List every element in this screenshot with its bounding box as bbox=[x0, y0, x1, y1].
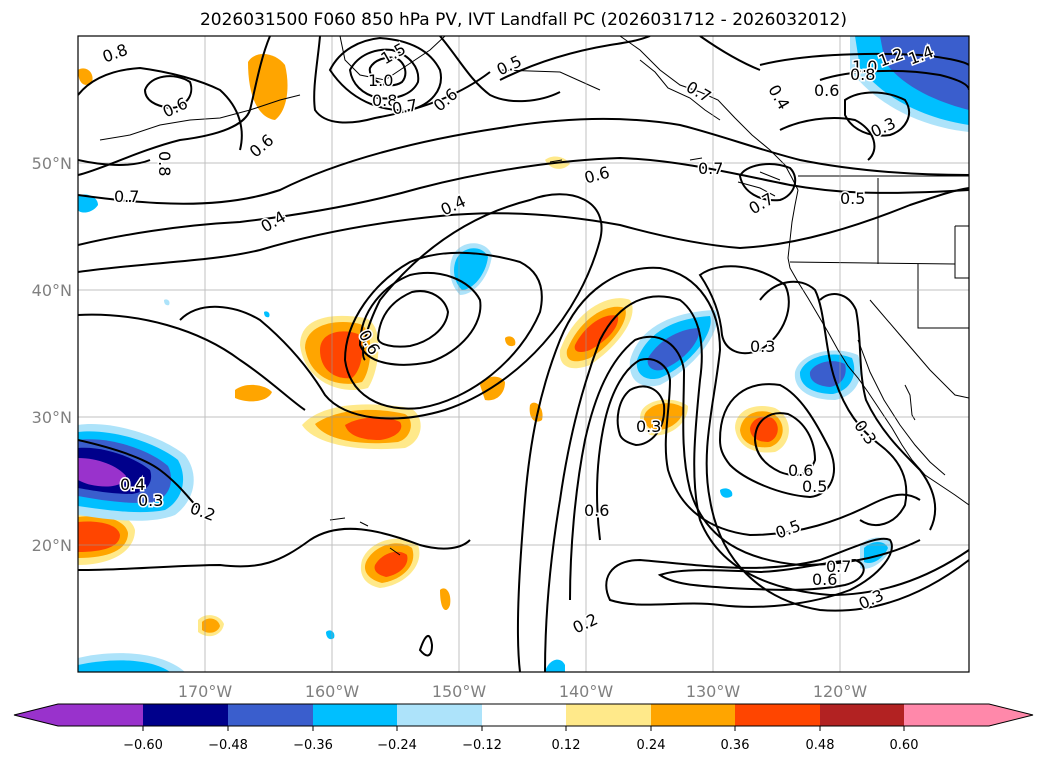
lon-label: 120°W bbox=[813, 682, 868, 701]
lon-label: 170°W bbox=[178, 682, 233, 701]
lat-label: 50°N bbox=[32, 154, 72, 173]
colorbar-segment bbox=[820, 704, 904, 726]
lat-label: 40°N bbox=[32, 281, 72, 300]
colorbar-segment bbox=[651, 704, 735, 726]
contour-label: 0.6 bbox=[246, 130, 278, 161]
latitude-labels: 50°N 40°N 30°N 20°N bbox=[32, 154, 72, 555]
contour-label: 0.5 bbox=[802, 477, 827, 496]
contour-label: 0.6 bbox=[814, 81, 839, 100]
contour-label: 0.5 bbox=[494, 51, 525, 79]
contour-label: 0.6 bbox=[584, 501, 609, 520]
colorbar-tick-label: 0.48 bbox=[806, 738, 835, 753]
colorbar: −0.60 −0.48 −0.36 −0.24 −0.12 0.12 0.24 … bbox=[13, 703, 1034, 753]
colorbar-segment bbox=[313, 704, 397, 726]
colorbar-segment bbox=[904, 704, 989, 726]
contour-label: 0.7 bbox=[698, 159, 723, 178]
contour-label: 0.5 bbox=[840, 189, 865, 208]
colorbar-tick-label: 0.36 bbox=[721, 738, 750, 753]
map-frame bbox=[77, 35, 970, 673]
contour-label: 1.0 bbox=[852, 57, 877, 76]
contour-label: 0.4 bbox=[258, 207, 290, 236]
ivt-contours bbox=[78, 36, 969, 672]
contour-label: 0.3 bbox=[138, 491, 163, 510]
gridlines bbox=[78, 36, 969, 672]
contour-label: 0.7 bbox=[391, 95, 419, 118]
colorbar-segment bbox=[482, 704, 566, 726]
lon-label: 160°W bbox=[305, 682, 360, 701]
contour-label: 0.3 bbox=[850, 417, 880, 449]
contour-label: 0.6 bbox=[812, 570, 837, 589]
colorbar-tick-label: 0.24 bbox=[637, 738, 666, 753]
colorbar-tick-label: −0.36 bbox=[293, 738, 333, 753]
colorbar-segment bbox=[143, 704, 228, 726]
contour-labels: 0.8 0.6 1.5 1.0 0.8 0.7 0.6 0.5 0.7 1.0 … bbox=[98, 37, 937, 638]
contour-label: 0.6 bbox=[430, 84, 462, 115]
colorbar-extend-low bbox=[14, 704, 58, 726]
contour-label: 1.5 bbox=[378, 39, 410, 68]
colorbar-segment bbox=[397, 704, 482, 726]
colorbar-segment bbox=[228, 704, 313, 726]
colorbar-tick-label: −0.24 bbox=[377, 738, 417, 753]
contour-label: 0.7 bbox=[114, 187, 139, 206]
contour-label: 0.8 bbox=[100, 40, 130, 67]
contour-label: 0.7 bbox=[826, 557, 851, 576]
contour-label: 0.8 bbox=[155, 151, 174, 176]
lon-label: 150°W bbox=[432, 682, 487, 701]
contour-label: 0.7 bbox=[683, 77, 715, 106]
colorbar-tick-label: −0.48 bbox=[208, 738, 248, 753]
contour-label: 0.3 bbox=[750, 337, 775, 356]
colorbar-tick-label: 0.60 bbox=[890, 738, 919, 753]
contour-label: 0.4 bbox=[120, 475, 145, 494]
contour-label: 0.8 bbox=[850, 65, 875, 84]
colorbar-tick-label: −0.60 bbox=[123, 738, 163, 753]
contour-label: 0.2 bbox=[570, 609, 601, 637]
lat-label: 20°N bbox=[32, 536, 72, 555]
colorbar-segment bbox=[566, 704, 651, 726]
contour-label: 0.2 bbox=[187, 498, 217, 525]
map-title: 2026031500 F060 850 hPa PV, IVT Landfall… bbox=[199, 10, 847, 30]
colorbar-tick-label: −0.12 bbox=[462, 738, 502, 753]
colorbar-segment bbox=[58, 704, 143, 726]
contour-label: 0.4 bbox=[764, 81, 793, 113]
colorbar-segment bbox=[735, 704, 820, 726]
lat-label: 30°N bbox=[32, 408, 72, 427]
contour-label: 0.6 bbox=[788, 461, 813, 480]
longitude-labels: 170°W 160°W 150°W 140°W 130°W 120°W bbox=[178, 682, 868, 701]
lon-label: 130°W bbox=[686, 682, 741, 701]
lon-label: 140°W bbox=[559, 682, 614, 701]
contour-label: 0.3 bbox=[636, 417, 661, 436]
contour-label: 0.6 bbox=[160, 93, 191, 121]
contour-label: 0.8 bbox=[372, 91, 397, 110]
contour-label: 0.5 bbox=[773, 516, 803, 543]
colorbar-extend-high bbox=[989, 704, 1033, 726]
contour-label: 0.6 bbox=[582, 163, 612, 188]
colorbar-tick-label: 0.12 bbox=[552, 738, 581, 753]
contour-label: 1.0 bbox=[368, 71, 393, 90]
